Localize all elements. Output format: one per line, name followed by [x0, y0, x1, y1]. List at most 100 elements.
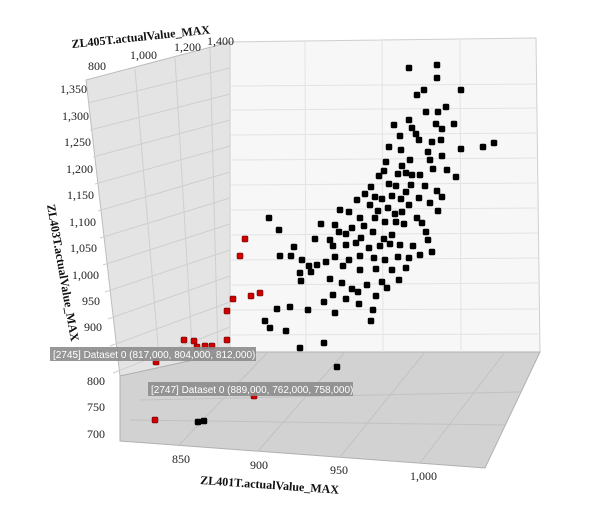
scatter-point	[438, 125, 446, 133]
scatter-point	[442, 103, 450, 111]
scatter-point	[354, 288, 362, 296]
scatter-point	[329, 291, 337, 299]
scatter-point	[356, 252, 364, 260]
scatter-point	[413, 91, 421, 99]
scatter-point	[348, 224, 356, 232]
scatter-point	[402, 169, 410, 177]
scatter-point	[428, 138, 436, 146]
scatter-point	[353, 196, 361, 204]
scatter-point	[363, 281, 371, 289]
scatter-point	[406, 156, 414, 164]
scatter-point	[415, 136, 423, 144]
scatter-point	[304, 306, 312, 314]
scatter-point	[428, 248, 436, 256]
scatter-point	[457, 145, 465, 153]
scatter-point	[367, 317, 375, 325]
scatter-point	[371, 214, 379, 222]
scatter-point	[342, 230, 350, 238]
scatter-point	[390, 121, 398, 129]
scatter-point	[405, 116, 413, 124]
scatter-point	[194, 418, 202, 426]
scatter-point	[388, 231, 396, 239]
scatter-point	[424, 236, 432, 244]
scatter-point	[336, 206, 344, 214]
scatter-point	[342, 241, 350, 249]
scatter-point	[317, 220, 325, 228]
z-tick: 1,200	[174, 40, 201, 54]
scatter-point	[273, 305, 281, 313]
scatter-point	[433, 61, 441, 69]
scatter-point	[356, 266, 364, 274]
scatter-point	[297, 277, 305, 285]
scatter-point	[342, 295, 350, 303]
scatter-point	[276, 252, 284, 260]
scatter-point	[339, 262, 347, 270]
scatter-point	[388, 266, 396, 274]
y-tick: 1,000	[72, 268, 99, 282]
scatter-point	[265, 214, 273, 222]
scatter-point	[396, 241, 404, 249]
scatter-point	[391, 210, 399, 218]
scatter-point	[412, 130, 420, 138]
scatter-point	[457, 86, 465, 94]
scatter-point	[307, 268, 315, 276]
scatter-point	[331, 221, 339, 229]
scatter-point	[361, 190, 369, 198]
scatter-point	[385, 143, 393, 151]
scatter-point	[190, 337, 198, 345]
scatter-point	[333, 363, 341, 371]
x-tick: 1,000	[410, 469, 437, 483]
scatter-point	[420, 86, 428, 94]
scatter-point	[296, 269, 304, 277]
y-tick: 1,300	[62, 109, 89, 123]
scatter-point	[357, 234, 365, 242]
scatter-point	[490, 139, 498, 147]
scatter-point	[372, 265, 380, 273]
y-tick: 1,050	[70, 241, 97, 255]
y-tick: 900	[84, 320, 102, 334]
y-tick: 1,350	[60, 82, 87, 96]
scatter-point	[398, 162, 406, 170]
scatter-point	[378, 195, 386, 203]
scatter-point	[398, 208, 406, 216]
x-tick: 900	[250, 458, 268, 472]
scatter-point	[296, 344, 304, 352]
scatter-point	[282, 327, 290, 335]
scatter-point	[256, 289, 264, 297]
scatter-point	[352, 239, 360, 247]
scatter-point	[422, 228, 430, 236]
y-tick: 1,150	[67, 188, 94, 202]
scatter-point	[383, 284, 391, 292]
scatter-point	[418, 219, 426, 227]
scatter-point	[236, 252, 244, 260]
data-points	[151, 61, 498, 426]
scatter-point	[394, 253, 402, 261]
scatter-point	[355, 300, 363, 308]
scatter-point	[443, 166, 451, 174]
scatter-point	[200, 417, 208, 425]
scatter-point	[305, 262, 313, 270]
scatter-point	[396, 132, 404, 140]
tooltip-2747-text: [2747] Dataset 0 (889,000, 762,000, 758,…	[151, 385, 353, 396]
scatter-point	[400, 220, 408, 228]
scatter-point	[287, 252, 295, 260]
scatter-point	[378, 278, 386, 286]
tooltip-2745: [2745] Dataset 0 (817,000, 804,000, 812,…	[50, 347, 256, 361]
scatter-point	[408, 124, 416, 132]
scatter-point	[422, 108, 430, 116]
scatter-point	[388, 192, 396, 200]
scatter-point	[415, 194, 423, 202]
z-tick: 1,400	[207, 34, 234, 48]
scatter-point	[416, 171, 424, 179]
z-tick: 800	[88, 59, 106, 73]
left-wall	[85, 41, 231, 377]
scatter-point	[180, 336, 188, 344]
scatter-point	[408, 171, 416, 179]
scatter-point	[320, 298, 328, 306]
left-wall-grid	[87, 47, 231, 374]
scatter-point	[421, 182, 429, 190]
scatter-point	[450, 120, 458, 128]
scatter-point	[331, 309, 339, 317]
x-axis-ticks: 850 900 950 1,000	[172, 452, 437, 483]
